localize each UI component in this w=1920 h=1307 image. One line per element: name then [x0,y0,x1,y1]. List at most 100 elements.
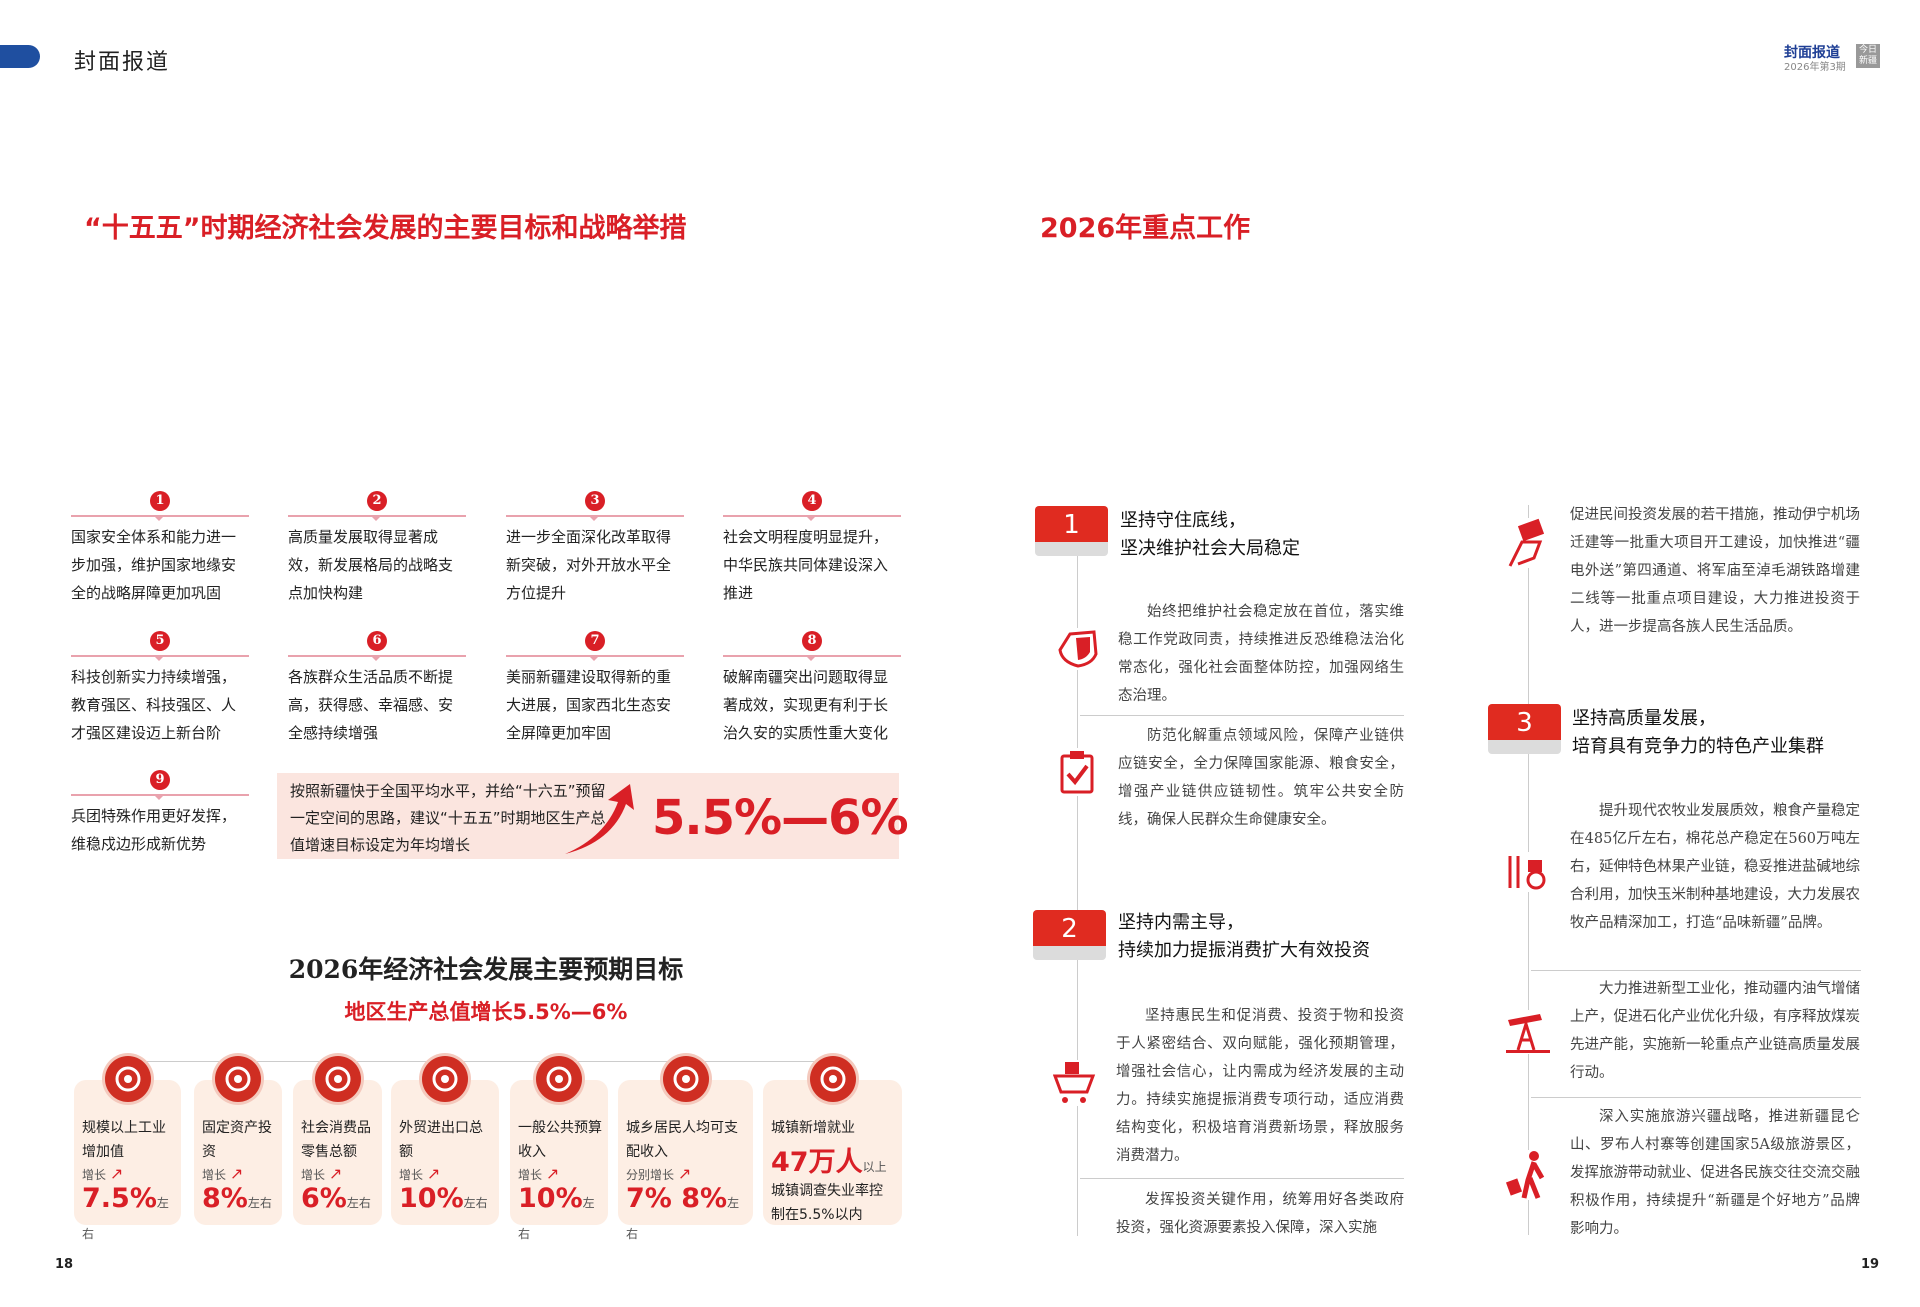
target-growth-label: 增长 ↗ [518,1164,560,1183]
goal-number: 8 [802,631,822,651]
shield-icon [1052,628,1102,670]
target-value: 6%左右 [301,1183,371,1214]
agriculture-icon [1504,852,1552,892]
left-title: “十五五”时期经济社会发展的主要目标和战略举措 [84,213,687,244]
running-header: 封面报道 [1784,45,1840,61]
divider [1080,715,1404,716]
target-label: 城乡居民人均可支配收入 [626,1120,738,1160]
divider [71,655,249,661]
divider [71,794,249,800]
target-card: 规模以上工业增加值增长 ↗ 7.5%左右 [74,1080,181,1241]
section-number-badge: 2 [1033,910,1106,960]
goal-text: 美丽新疆建设取得新的重大进展，国家西北生态安全屏障更加牢固 [506,668,672,742]
goal-number: 5 [150,631,170,651]
issue-label: 2026年第3期 [1784,62,1846,73]
right-title: 2026年重点工作 [1040,213,1251,244]
cargo-icon [422,1056,468,1102]
goal-text: 社会文明程度明显提升，中华民族共同体建设深入推进 [723,528,889,602]
goal-item: 4 社会文明程度明显提升，中华民族共同体建设深入推进 [723,491,901,607]
divider [723,655,901,661]
goal-number: 7 [585,631,605,651]
divider [1080,1178,1404,1179]
target-label: 外贸进出口总额 [399,1120,483,1160]
target-card: 社会消费品零售总额 增长 ↗ 6%左右 [293,1080,382,1225]
section-heading: 坚持内需主导， 持续加力提振消费扩大有效投资 [1118,912,1370,961]
goal-item: 6 各族群众生活品质不断提高，获得感、幸福感、安全感持续增强 [288,631,466,747]
gdp-target-text: 按照新疆快于全国平均水平，并给“十六五”预留一定空间的思路，建议“十五五”时期地… [290,782,606,854]
goal-text: 兵团特殊作用更好发挥，维稳戍边形成新优势 [71,807,237,853]
up-arrow-icon: ↗ [229,1164,244,1183]
target-label: 规模以上工业增加值 [82,1120,166,1160]
up-arrow-icon: ↗ [109,1164,124,1183]
target-growth-label: 增长 ↗ [399,1164,441,1183]
connector-line [130,1061,830,1062]
divider [288,655,466,661]
timeline-line [1077,556,1078,1236]
goal-number: 3 [585,491,605,511]
section-marker [0,45,40,68]
paragraph: 促进民间投资发展的若干措施，推动伊宁机场迁建等一批重大项目开工建设，加快推进“疆… [1570,507,1860,635]
goal-number: 2 [367,491,387,511]
goal-item: 7 美丽新疆建设取得新的重大进展，国家西北生态安全屏障更加牢固 [506,631,684,747]
goal-number: 9 [150,770,170,790]
shopping-cart-icon [1053,1060,1099,1106]
clipboard-check-icon [1056,748,1098,796]
gear-wrench-icon [104,1056,151,1102]
oil-pump-icon [1504,1010,1552,1054]
traveler-icon [1504,1150,1552,1200]
target-card: 城乡居民人均可支配收入分别增长 ↗ 7% 8%左右 [618,1080,753,1241]
page-number: 19 [1861,1257,1880,1272]
target-value: 47万人以上 [771,1147,887,1178]
divider [723,515,901,521]
target-growth-label: 分别增长 ↗ [626,1164,692,1183]
target-card: 一般公共预算收入增长 ↗ 10%左右 [510,1080,608,1241]
page-number: 18 [55,1257,74,1272]
target-value: 8%左右 [202,1183,272,1214]
goal-item: 8 破解南疆突出问题取得显著成效，实现更有利于长治久安的实质性重大变化 [723,631,901,747]
goal-item: 2 高质量发展取得显著成效，新发展格局的战略支点加快构建 [288,491,466,607]
rising-arrow-icon [565,784,634,854]
goal-text: 高质量发展取得显著成效，新发展格局的战略支点加快构建 [288,528,454,602]
paragraph: 大力推进新型工业化，推动疆内油气增储上产，促进石化产业优化升级，有序释放煤炭先进… [1570,981,1860,1081]
goal-text: 破解南疆突出问题取得显著成效，实现更有利于长治久安的实质性重大变化 [723,668,889,742]
target-card: 城镇新增就业 47万人以上 城镇调查失业率控制在5.5%以内 [763,1080,902,1225]
target-value: 10%左右 [518,1183,595,1241]
goal-number: 1 [150,491,170,511]
divider [506,515,684,521]
target-value: 7.5%左右 [82,1183,169,1241]
goal-number: 6 [367,631,387,651]
target-value: 7% 8%左右 [626,1183,740,1241]
divider [1531,970,1861,971]
goal-text: 进一步全面深化改革取得新突破，对外开放水平全方位提升 [506,528,672,602]
paragraph: 发挥投资关键作用，统筹用好各类政府投资，强化资源要素投入保障，深入实施 [1116,1192,1404,1236]
target-label: 一般公共预算收入 [518,1120,602,1160]
cart-icon [536,1056,582,1102]
section-heading: 坚持高质量发展， 培育具有竞争力的特色产业集群 [1572,708,1824,757]
section-heading: 坚持守住底线， 坚决维护社会大局稳定 [1120,510,1300,559]
divider [71,515,249,521]
paragraph: 深入实施旅游兴疆战略，推进新疆昆仑山、罗布人村寨等创建国家5A级旅游景区，发挥旅… [1570,1109,1860,1237]
target-value: 10%左右 [399,1183,488,1214]
paragraph: 始终把维护社会稳定放在首位，落实维稳工作党政同责，持续推进反恐维稳法治化常态化，… [1118,604,1404,704]
section-label: 封面报道 [74,50,171,75]
up-arrow-icon: ↗ [545,1164,560,1183]
target-label: 固定资产投资 [202,1120,272,1160]
up-arrow-icon: ↗ [328,1164,343,1183]
paragraph: 防范化解重点领域风险，保障产业链供应链安全，全力保障国家能源、粮食安全，增强产业… [1118,728,1404,828]
up-arrow-icon: ↗ [426,1164,441,1183]
divider [506,655,684,661]
paragraph: 提升现代农牧业发展质效，粮食产量稳定在485亿斤左右，棉花总产稳定在560万吨左… [1570,803,1860,931]
target-growth-label: 增长 ↗ [82,1164,124,1183]
target-extra: 城镇调查失业率控制在5.5%以内 [771,1183,883,1223]
goal-item: 9 兵团特殊作用更好发挥，维稳戍边形成新优势 [71,770,249,858]
target-growth-label: 增长 ↗ [202,1164,244,1183]
wallet-icon [662,1056,709,1102]
goal-text: 各族群众生活品质不断提高，获得感、幸福感、安全感持续增强 [288,668,454,742]
money-hand-icon [1504,518,1552,568]
runner-icon [809,1056,856,1102]
goal-item: 5 科技创新实力持续增强，教育强区、科技强区、人才强区建设迈上新台阶 [71,631,249,747]
divider [1531,1097,1861,1098]
goal-number: 4 [802,491,822,511]
target-label: 社会消费品零售总额 [301,1120,371,1160]
paragraph: 坚持惠民生和促消费、投资于物和投资于人紧密结合、双向赋能，强化预期管理，增强社会… [1116,1008,1404,1164]
